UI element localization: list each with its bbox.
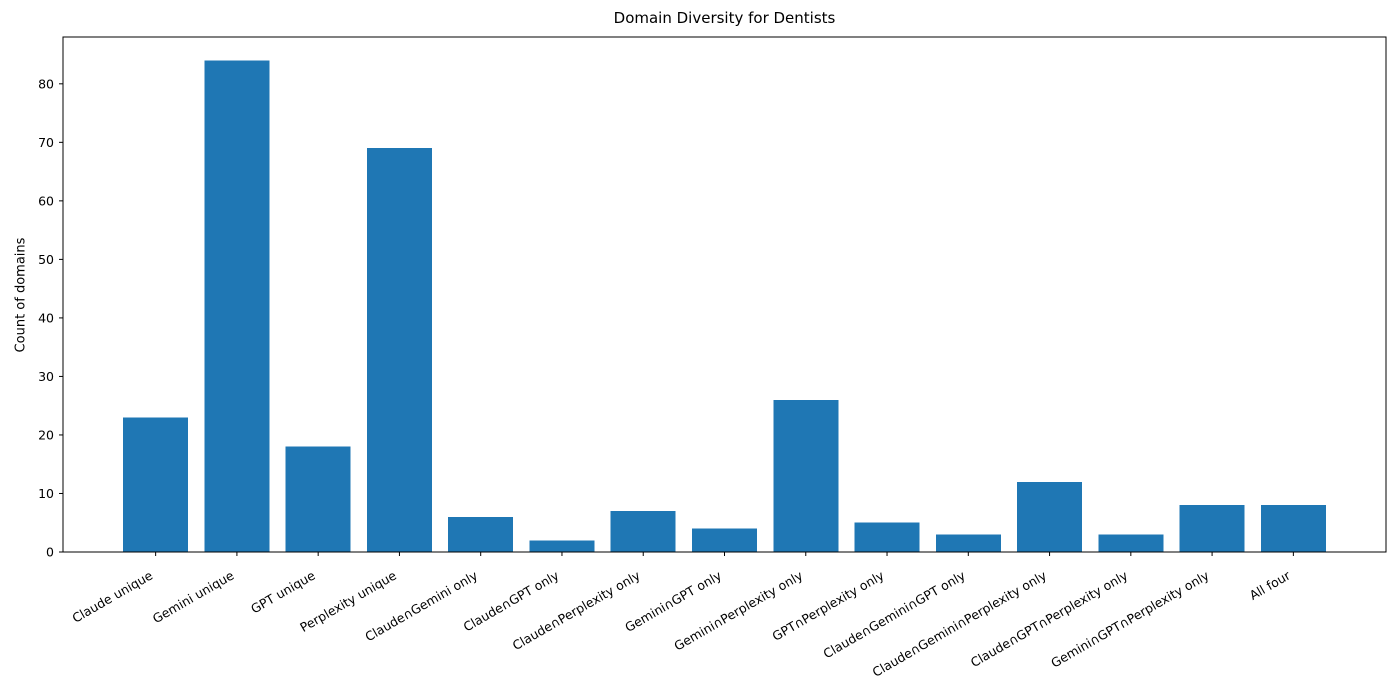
bar [610, 511, 676, 552]
y-tick-label: 10 [38, 486, 54, 501]
bar [1098, 534, 1164, 552]
bar [529, 540, 595, 552]
x-tick-label: Gemini∩Perplexity only [671, 567, 805, 653]
x-tick-label: GPT unique [248, 567, 318, 616]
y-tick-label: 50 [38, 252, 54, 267]
bar [773, 399, 839, 552]
bar [285, 446, 351, 552]
x-tick-label: Claude∩Perplexity only [510, 567, 644, 653]
x-tick-label: Gemini unique [150, 567, 237, 626]
y-tick-label: 60 [38, 193, 54, 208]
y-tick-label: 70 [38, 135, 54, 150]
y-tick-label: 20 [38, 427, 54, 442]
bar [1260, 505, 1326, 552]
y-tick-label: 0 [46, 545, 54, 560]
bar [1017, 481, 1083, 552]
bar [123, 417, 189, 552]
y-tick-label: 80 [38, 76, 54, 91]
x-tick-label: All four [1247, 567, 1294, 603]
y-tick-label: 40 [38, 310, 54, 325]
chart-title: Domain Diversity for Dentists [613, 9, 836, 27]
bar [1179, 505, 1245, 552]
bar [854, 522, 920, 552]
x-tick-label: Claude∩GPT∩Perplexity only [968, 567, 1131, 670]
bar [366, 148, 432, 552]
x-tick-label: Claude unique [69, 567, 155, 625]
y-tick-label: 30 [38, 369, 54, 384]
bar [691, 528, 757, 552]
bar [204, 60, 270, 552]
bar [448, 516, 514, 552]
x-tick-label: Gemini∩GPT∩Perplexity only [1048, 567, 1212, 670]
x-tick-label: Claude∩Gemini∩GPT only [821, 567, 969, 661]
bar [935, 534, 1001, 552]
